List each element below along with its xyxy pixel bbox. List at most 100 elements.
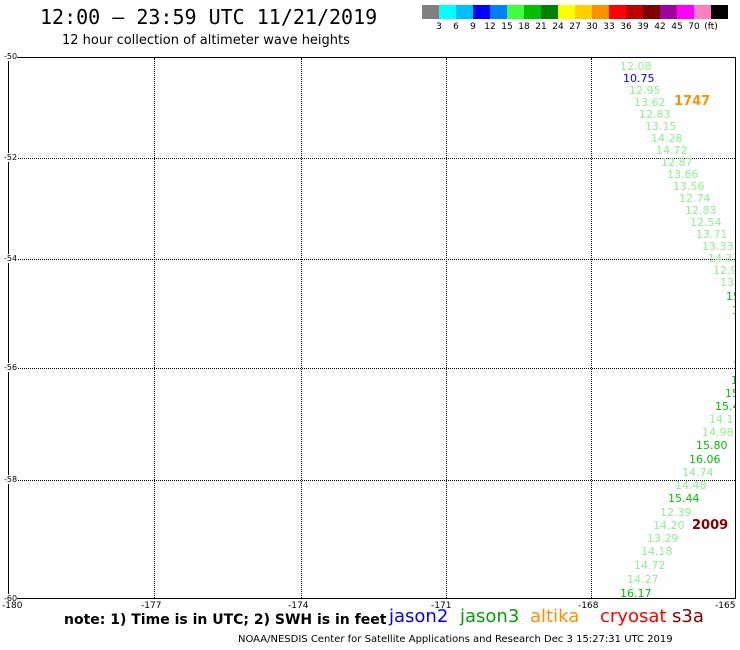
colorbar-swatch [473, 5, 490, 19]
wave-height-observation: 1 [732, 304, 735, 317]
colorbar-tick-label: 18 [518, 22, 530, 32]
colorbar-swatch [422, 5, 439, 19]
wave-height-colorbar: 3 6 9 12 15 18 21 24 27 30 33 36 39 42 45 70 (ft) [422, 5, 728, 33]
colorbar-swatch [439, 5, 456, 19]
grid-line-longitude [446, 58, 447, 598]
colorbar-tick-label: 42 [654, 22, 666, 32]
colorbar-swatch [507, 5, 524, 19]
wave-height-observation: 15. [726, 290, 735, 303]
map-title: 12:00 — 23:59 UTC 11/21/2019 [40, 5, 378, 29]
map-plot-area: 12.08 10.75 12.95 13.62 12.83 13.15 14.28 14.72… [8, 57, 736, 599]
colorbar-tick-label: 12 [484, 22, 496, 32]
longitude-label: -165 [715, 601, 736, 611]
wave-height-observation: 15.6 [725, 387, 735, 400]
legend-entry-s3a: s3a [672, 606, 704, 627]
colorbar-swatch [490, 5, 507, 19]
colorbar-tick-label: 21 [535, 22, 547, 32]
wave-height-observation: 13.62 [634, 96, 666, 109]
legend-entry-cryosat: cryosat [600, 606, 667, 627]
units-note: note: 1) Time is in UTC; 2) SWH is in fe… [64, 612, 387, 628]
colorbar-swatch [711, 5, 728, 19]
wave-height-observation: 12.95 [629, 84, 661, 97]
grid-line-longitude [301, 58, 302, 598]
wave-height-observation: 12.54 [690, 216, 722, 229]
colorbar-swatch [541, 5, 558, 19]
colorbar-tick-label: 3 [436, 22, 442, 32]
colorbar-swatch [609, 5, 626, 19]
pass-time-label: 1747 [674, 94, 711, 109]
wave-height-observation: 14.20 [653, 519, 685, 532]
colorbar-tick-label: 39 [637, 22, 649, 32]
map-subtitle: 12 hour collection of altimeter wave hei… [62, 33, 350, 48]
latitude-label: -50 [4, 52, 18, 61]
colorbar-tick-label: 6 [453, 22, 459, 32]
grid-line-longitude [154, 58, 155, 598]
wave-height-observation: 14.72 [634, 559, 666, 572]
colorbar-swatch [694, 5, 711, 19]
wave-height-observation: 12.39 [660, 506, 692, 519]
wave-height-observation: 14.27 [627, 573, 659, 586]
colorbar-swatch [643, 5, 660, 19]
wave-height-observation: 12.08 [620, 60, 652, 73]
legend-entry-jason2: jason2 [389, 606, 449, 627]
colorbar-swatch [575, 5, 592, 19]
wave-height-observation: 12.83 [639, 108, 671, 121]
wave-height-observation: 14.33 [708, 252, 735, 265]
colorbar-tick-label: 15 [501, 22, 513, 32]
wave-height-observation: 13.15 [645, 120, 677, 133]
wave-height-observation: 12.83 [685, 204, 717, 217]
longitude-label: -177 [141, 601, 162, 611]
grid-line-latitude [9, 158, 735, 159]
wave-height-observation: 14.48 [675, 479, 707, 492]
colorbar-tick-label: (ft) [704, 22, 718, 32]
wave-height-observation: 12.92 [713, 264, 735, 277]
wave-height-observation: 13.8 [720, 276, 735, 289]
colorbar-tick-label: 30 [586, 22, 598, 32]
wave-height-observation: 14.74 [682, 466, 714, 479]
wave-height-observation: 15 [731, 374, 735, 387]
wave-height-observation: 16.06 [689, 453, 721, 466]
colorbar-tick-label: 24 [552, 22, 564, 32]
grid-line-latitude [9, 259, 735, 260]
longitude-label: -180 [2, 601, 23, 611]
wave-height-observation: 13.33 [702, 240, 734, 253]
grid-line-latitude [9, 368, 735, 369]
colorbar-swatch [456, 5, 473, 19]
footer-credit: NOAA/NESDIS Center for Satellite Applica… [238, 634, 673, 645]
colorbar-tick-label: 45 [671, 22, 683, 32]
pass-time-label: 2009 [692, 518, 729, 533]
colorbar-tick-label: 33 [603, 22, 615, 32]
wave-height-observation: 12.74 [679, 192, 711, 205]
latitude-label: -54 [4, 254, 18, 263]
colorbar-swatch [626, 5, 643, 19]
wave-height-observation: 13.86 [667, 168, 699, 181]
latitude-label: -52 [4, 153, 18, 162]
wave-height-observation: 14.17 [709, 413, 735, 426]
grid-line-longitude [591, 58, 592, 598]
longitude-label: -174 [288, 601, 309, 611]
colorbar-swatch [660, 5, 677, 19]
colorbar-swatch [677, 5, 694, 19]
colorbar-tick-label: 9 [470, 22, 476, 32]
wave-height-observation: 16.17 [620, 587, 652, 599]
wave-height-observation: 12.87 [661, 156, 693, 169]
wave-height-observation: 15.80 [696, 439, 728, 452]
longitude-label: -171 [431, 601, 452, 611]
wave-height-observation: 1 [733, 359, 735, 372]
latitude-label: -58 [4, 475, 18, 484]
colorbar-swatch [558, 5, 575, 19]
colorbar-tick-label: 70 [688, 22, 700, 32]
legend-entry-altika: altika [530, 606, 580, 627]
wave-height-observation: 14.72 [656, 144, 688, 157]
wave-height-observation: 13.29 [647, 532, 679, 545]
grid-line-latitude [9, 480, 735, 481]
wave-height-observation: 10.75 [623, 72, 655, 85]
latitude-label: -56 [4, 363, 18, 372]
wave-height-observation: 14.98 [702, 426, 734, 439]
wave-height-observation: 14.28 [651, 132, 683, 145]
wave-height-observation: 15.44 [668, 492, 700, 505]
colorbar-tick-label: 36 [620, 22, 632, 32]
colorbar-swatch [524, 5, 541, 19]
wave-height-observation: 13.56 [673, 180, 705, 193]
wave-height-observation: 15.47 [715, 400, 735, 413]
